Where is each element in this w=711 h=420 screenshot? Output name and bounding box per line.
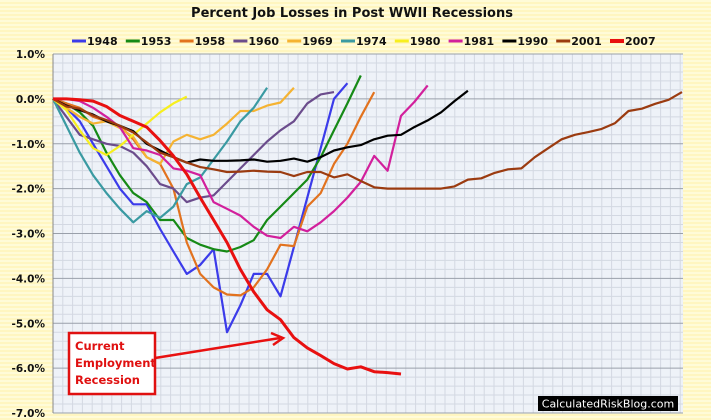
legend-label: 1948 bbox=[87, 35, 118, 48]
legend-label: 1990 bbox=[517, 35, 548, 48]
y-tick-label: 1.0% bbox=[16, 49, 46, 61]
annotation-box bbox=[67, 331, 157, 396]
legend-item-1960: 1960 bbox=[233, 35, 279, 48]
watermark: CalculatedRiskBlog.com bbox=[542, 398, 674, 411]
y-tick-label: -4.0% bbox=[12, 273, 46, 285]
legend-item-2007: 2007 bbox=[610, 35, 656, 48]
legend: 1948 1953 1958 1960 1969 1974 1980 1981 1990 2001… bbox=[72, 35, 656, 48]
annotation-line-3: Recession bbox=[75, 373, 140, 387]
legend-item-1981: 1981 bbox=[448, 35, 495, 48]
series-line-2001 bbox=[52, 91, 683, 190]
legend-item-1948: 1948 bbox=[72, 35, 118, 48]
annotation-line-1: Current bbox=[75, 339, 125, 353]
legend-label: 1981 bbox=[464, 35, 495, 48]
y-tick-label: -2.0% bbox=[12, 184, 46, 196]
y-axis: 1.0% 0.0% -1.0% -2.0% -3.0% -4.0% -5.0% -6.0% -7… bbox=[12, 49, 46, 420]
legend-item-1969: 1969 bbox=[287, 35, 333, 48]
y-tick-label: -1.0% bbox=[12, 139, 46, 151]
arrow-head-icon bbox=[270, 331, 286, 347]
annotation-arrow bbox=[154, 336, 281, 360]
annotation: Current Employment Recession bbox=[67, 331, 286, 396]
y-tick-label: -3.0% bbox=[12, 229, 46, 241]
legend-label: 1980 bbox=[410, 35, 441, 48]
legend-item-1980: 1980 bbox=[394, 35, 441, 48]
chart-title: Percent Job Losses in Post WWII Recessio… bbox=[191, 6, 513, 21]
legend-label: 1960 bbox=[248, 35, 279, 48]
series-line-1960 bbox=[52, 91, 335, 204]
series-line-1969 bbox=[52, 86, 295, 165]
series-line-1980 bbox=[52, 95, 188, 157]
legend-item-1974: 1974 bbox=[341, 35, 387, 48]
legend-label: 1974 bbox=[356, 35, 387, 48]
legend-label: 2001 bbox=[571, 35, 602, 48]
series-lines bbox=[52, 75, 683, 376]
legend-item-1990: 1990 bbox=[502, 35, 548, 48]
legend-label: 2007 bbox=[625, 35, 656, 48]
legend-label: 1953 bbox=[141, 35, 172, 48]
series-line-1974 bbox=[52, 87, 269, 224]
annotation-line-2: Employment bbox=[75, 356, 156, 370]
legend-label: 1969 bbox=[302, 35, 333, 48]
watermark-box bbox=[538, 396, 678, 411]
legend-label: 1958 bbox=[195, 35, 226, 48]
y-tick-label: -7.0% bbox=[12, 408, 46, 420]
y-tick-label: 0.0% bbox=[16, 94, 46, 106]
legend-item-2001: 2001 bbox=[556, 35, 602, 48]
y-tick-label: -5.0% bbox=[12, 318, 46, 330]
y-tick-label: -6.0% bbox=[12, 363, 46, 375]
series-line-2007 bbox=[53, 97, 402, 376]
series-line-1953 bbox=[52, 75, 362, 253]
legend-item-1953: 1953 bbox=[125, 35, 172, 48]
legend-item-1958: 1958 bbox=[179, 35, 226, 48]
